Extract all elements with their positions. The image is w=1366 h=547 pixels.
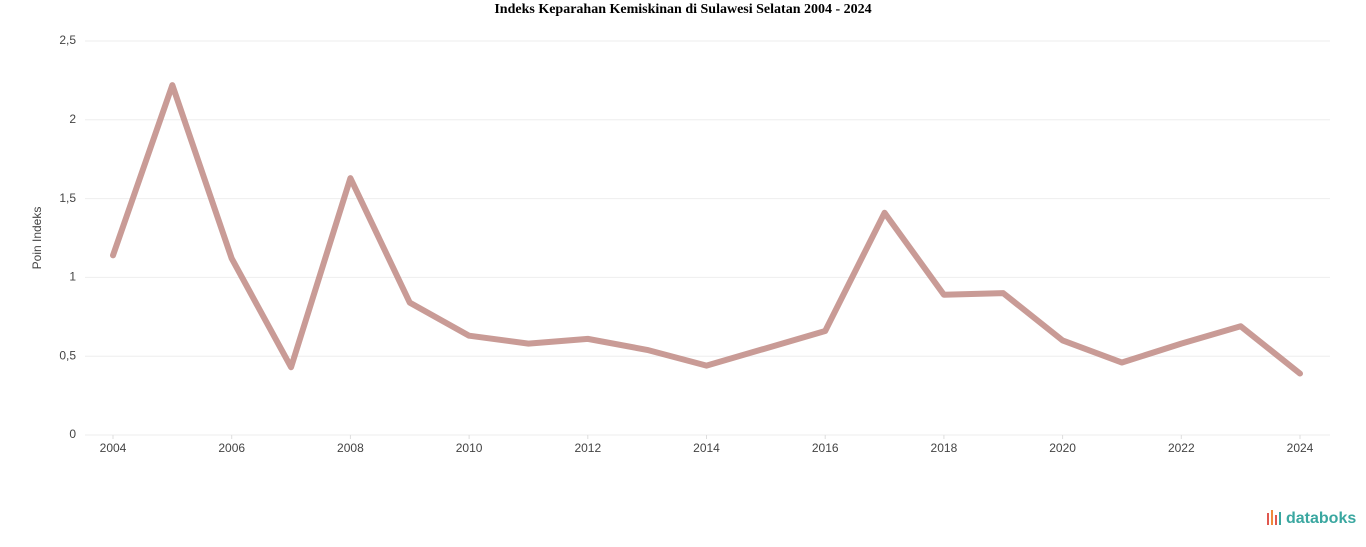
x-tick-label: 2008 [337, 441, 364, 455]
y-tick-label: 0 [69, 427, 76, 441]
y-tick-label: 2 [69, 112, 76, 126]
y-tick-label: 1,5 [59, 191, 76, 205]
x-tick-label: 2010 [456, 441, 483, 455]
x-tick-label: 2020 [1049, 441, 1076, 455]
y-tick-label: 1 [69, 270, 76, 284]
x-tick-label: 2022 [1168, 441, 1195, 455]
x-tick-label: 2006 [218, 441, 245, 455]
data-line [110, 82, 1303, 377]
x-tick-label: 2024 [1287, 441, 1314, 455]
x-tick-label: 2004 [100, 441, 127, 455]
brand-name: databoks [1286, 510, 1356, 527]
x-tick-label: 2018 [931, 441, 958, 455]
y-tick-label: 2,5 [59, 33, 76, 47]
brand-logo [1267, 510, 1281, 525]
y-axis-label: Poin Indeks [30, 207, 44, 270]
chart-title: Indeks Keparahan Kemiskinan di Sulawesi … [494, 2, 871, 17]
x-tick-label: 2012 [574, 441, 601, 455]
x-tick-label: 2014 [693, 441, 720, 455]
x-tick-label: 2016 [812, 441, 839, 455]
y-tick-label: 0,5 [59, 348, 76, 362]
